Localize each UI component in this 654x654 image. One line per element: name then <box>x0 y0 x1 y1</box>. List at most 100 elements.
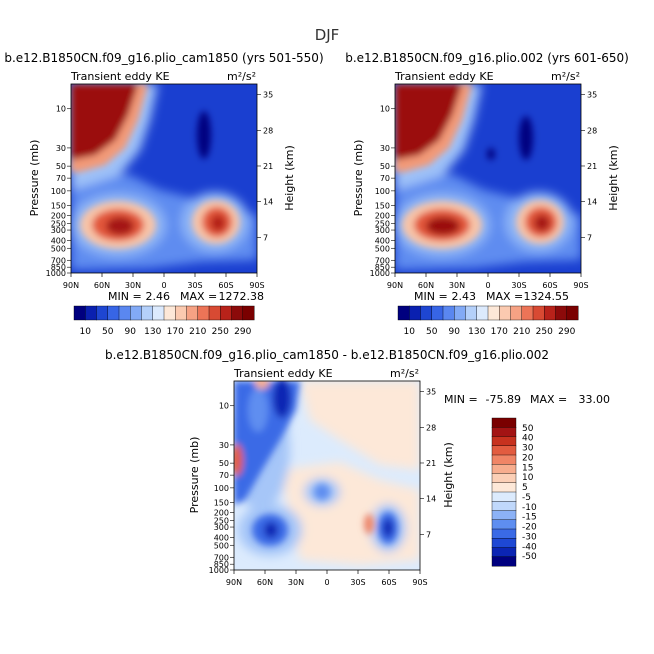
x-tick-label: 60N <box>257 578 273 587</box>
panel-3-ylabel-right: Height (km) <box>442 442 455 508</box>
y-tick-label: 850 <box>375 263 390 272</box>
colorbar-swatch <box>555 305 568 321</box>
y-tick-label: 400 <box>214 533 229 542</box>
colorbar-label: 40 <box>522 434 534 444</box>
y-tick-label: 100 <box>51 187 66 196</box>
panel-2-north-center <box>426 217 460 235</box>
y-right-tick-label: 28 <box>426 423 436 432</box>
panel-2-field <box>395 84 581 273</box>
panel-1-max-label: MAX = <box>180 290 217 303</box>
panel-3-min-label: MIN = <box>444 393 478 406</box>
y-right-tick-label: 14 <box>587 198 597 207</box>
panel-1-right-label: m²/s² <box>227 70 256 83</box>
panel-2-right-label: m²/s² <box>551 70 580 83</box>
y-tick-label: 100 <box>214 484 229 493</box>
panel-3-ylabel: Pressure (mb) <box>188 437 201 514</box>
panel-3-lower-left-core <box>264 522 278 538</box>
colorbar-label: -5 <box>522 493 531 503</box>
y-tick-label: 700 <box>214 553 229 562</box>
y-tick-label: 30 <box>56 144 66 153</box>
x-tick-label: 90S <box>412 578 427 587</box>
colorbar-label: 290 <box>234 327 251 337</box>
y-tick-label: 10 <box>380 105 390 114</box>
colorbar-swatch <box>397 305 410 321</box>
colorbar-label: 15 <box>522 463 533 473</box>
y-tick-label: 150 <box>214 498 229 507</box>
y-tick-label: 700 <box>375 256 390 265</box>
colorbar-swatch <box>491 482 517 493</box>
colorbar-swatch <box>208 305 221 321</box>
panel-1-ylabel-right: Height (km) <box>283 145 296 211</box>
panel-3-upper-negative-mid <box>248 388 268 432</box>
y-right-tick-label: 21 <box>263 162 273 171</box>
colorbar-swatch <box>454 305 467 321</box>
panel-2-jet-core <box>395 84 462 160</box>
panel-2-colorbar: 10 50 90 130 170 210 250 290 <box>397 305 579 337</box>
panel-1: b.e12.B1850CN.f09_g16.plio_cam1850 (yrs … <box>4 51 323 337</box>
panel-3-top-positive-spot <box>255 381 269 389</box>
colorbar-swatch <box>491 501 517 512</box>
x-tick-label: 0 <box>161 281 166 290</box>
colorbar-label: 210 <box>189 327 206 337</box>
y-tick-label: 500 <box>51 244 66 253</box>
y-tick-label: 150 <box>375 201 390 210</box>
colorbar-swatch <box>186 305 199 321</box>
colorbar-swatch <box>491 436 517 447</box>
colorbar-label: 50 <box>426 327 438 337</box>
colorbar-swatch <box>491 454 517 465</box>
panel-1-field <box>71 84 257 273</box>
panel-1-min-value: 2.46 <box>146 290 171 303</box>
panel-1-ylabel: Pressure (mb) <box>28 140 41 217</box>
y-tick-label: 500 <box>214 541 229 550</box>
colorbar-swatch <box>420 305 433 321</box>
colorbar-swatch <box>476 305 489 321</box>
colorbar-label: 30 <box>522 444 534 454</box>
colorbar-swatch <box>130 305 143 321</box>
y-tick-label: 250 <box>375 220 390 229</box>
x-tick-label: 90N <box>226 578 242 587</box>
colorbar-swatch <box>465 305 478 321</box>
colorbar-label: -50 <box>522 552 537 562</box>
panel-3-mid-negative <box>314 484 330 500</box>
y-right-tick-label: 7 <box>587 233 592 242</box>
panel-2-left-label: Transient eddy KE <box>394 70 494 83</box>
y-right-tick-label: 14 <box>426 495 436 504</box>
colorbar-label: 50 <box>102 327 114 337</box>
panel-3-positive-spot <box>364 514 374 534</box>
x-tick-label: 30S <box>511 281 526 290</box>
panel-2-min-value: 2.43 <box>452 290 477 303</box>
colorbar-label: 170 <box>491 327 508 337</box>
colorbar-swatch <box>409 305 422 321</box>
x-tick-label: 60S <box>542 281 557 290</box>
panel-1-dark-blob <box>197 111 211 159</box>
colorbar-swatch <box>431 305 444 321</box>
y-tick-label: 300 <box>375 226 390 235</box>
panel-2: b.e12.B1850CN.f09_g16.plio.002 (yrs 601-… <box>345 51 629 337</box>
colorbar-swatch <box>491 510 517 521</box>
colorbar-swatch <box>510 305 523 321</box>
x-tick-label: 30N <box>125 281 141 290</box>
x-tick-label: 90S <box>573 281 588 290</box>
panel-2-xticks: 90N 60N 30N 0 30S 60S 90S <box>387 273 589 290</box>
y-tick-label: 250 <box>214 517 229 526</box>
colorbar-swatch <box>499 305 512 321</box>
y-right-tick-label: 35 <box>587 91 597 100</box>
colorbar-label: -10 <box>522 503 537 513</box>
panel-3-max-label: MAX = <box>530 393 567 406</box>
y-tick-label: 300 <box>51 226 66 235</box>
colorbar-label: 130 <box>468 327 485 337</box>
colorbar-swatch <box>521 305 534 321</box>
colorbar-swatch <box>491 427 517 438</box>
y-tick-label: 150 <box>51 201 66 210</box>
panel-1-yticks-right: 35 28 21 14 7 <box>257 91 273 242</box>
panel-1-max-value: 1272.38 <box>219 290 265 303</box>
x-tick-label: 0 <box>485 281 490 290</box>
panel-1-colorbar: 10 50 90 130 170 210 250 290 <box>73 305 255 337</box>
panel-3-max-value: 33.00 <box>579 393 611 406</box>
y-tick-label: 10 <box>219 402 229 411</box>
y-right-tick-label: 35 <box>426 388 436 397</box>
y-tick-label: 70 <box>219 471 229 480</box>
y-tick-label: 70 <box>56 174 66 183</box>
colorbar-swatch <box>491 547 517 558</box>
panel-3-left-label: Transient eddy KE <box>233 367 333 380</box>
